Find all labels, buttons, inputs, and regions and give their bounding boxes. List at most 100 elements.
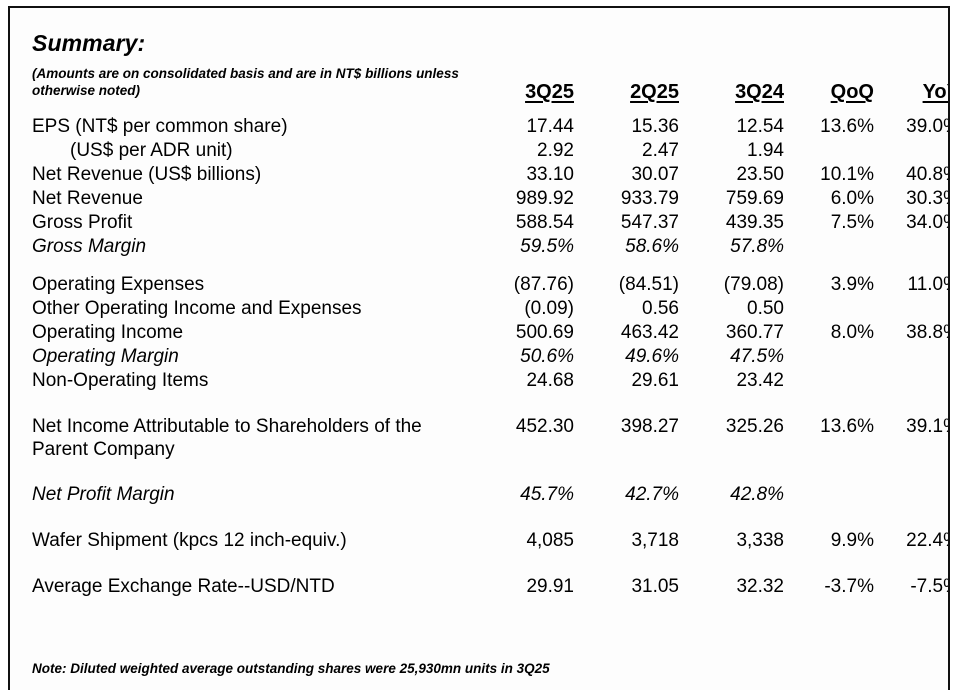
- table-row: Operating Expenses (87.76) (84.51) (79.0…: [32, 273, 948, 297]
- row-value-3q24: 23.42: [736, 370, 784, 391]
- row-value-qoq: 6.0%: [830, 188, 874, 209]
- row-value-yoy: -7.5%: [910, 576, 948, 597]
- page-title: Summary:: [32, 30, 146, 56]
- table-row: Gross Profit 588.54 547.37 439.35 7.5% 3…: [32, 211, 948, 235]
- row-value-2q25: 3,718: [631, 530, 679, 551]
- row-value-3q24: (79.08): [723, 274, 784, 295]
- row-value-3q24: 1.94: [747, 140, 784, 161]
- row-value-2q25: 31.05: [631, 576, 679, 597]
- row-label: Non-Operating Items: [32, 370, 209, 391]
- row-value-3q25: 452.30: [515, 416, 574, 437]
- row-value-2q25: 29.61: [631, 370, 679, 391]
- column-header-3q25: 3Q25: [525, 81, 574, 103]
- row-value-3q25: 989.92: [515, 188, 574, 209]
- row-label: Other Operating Income and Expenses: [32, 298, 362, 319]
- row-value-3q25: 588.54: [515, 212, 574, 233]
- row-value-qoq: 8.0%: [830, 322, 874, 343]
- row-value-3q24: 3,338: [736, 530, 784, 551]
- row-value-2q25: 30.07: [631, 164, 679, 185]
- row-value-3q25: 4,085: [526, 530, 574, 551]
- row-label: Wafer Shipment (kpcs 12 inch-equiv.): [32, 530, 347, 551]
- row-value-yoy: 30.3%: [906, 188, 948, 209]
- table-row: Wafer Shipment (kpcs 12 inch-equiv.) 4,0…: [32, 529, 948, 553]
- row-label: Gross Profit: [32, 212, 133, 233]
- row-value-qoq: 13.6%: [820, 416, 874, 437]
- row-label: Net Income Attributable to Shareholders …: [32, 416, 422, 460]
- row-label: Average Exchange Rate--USD/NTD: [32, 576, 335, 597]
- row-value-yoy: 40.8%: [906, 164, 948, 185]
- row-value-2q25: 933.79: [620, 188, 679, 209]
- footnote: Note: Diluted weighted average outstandi…: [32, 661, 550, 676]
- table-row: Net Income Attributable to Shareholders …: [32, 415, 948, 461]
- table-row: Average Exchange Rate--USD/NTD 29.91 31.…: [32, 575, 948, 599]
- column-header-yoy: YoY: [922, 81, 948, 103]
- row-value-3q25: 17.44: [526, 116, 574, 137]
- row-value-qoq: -3.7%: [824, 576, 874, 597]
- row-label: Net Profit Margin: [32, 484, 175, 505]
- row-value-2q25: 42.7%: [625, 484, 679, 505]
- row-label: Operating Margin: [32, 346, 179, 367]
- row-value-3q24: 32.32: [736, 576, 784, 597]
- table-row: EPS (NT$ per common share) 17.44 15.36 1…: [32, 115, 948, 139]
- row-value-yoy: 39.0%: [906, 116, 948, 137]
- table-row: Net Profit Margin 45.7% 42.7% 42.8%: [32, 483, 934, 507]
- row-value-3q25: (0.09): [524, 298, 574, 319]
- row-value-2q25: 398.27: [620, 416, 679, 437]
- row-value-3q25: 50.6%: [520, 346, 574, 367]
- row-value-2q25: (84.51): [618, 274, 679, 295]
- row-value-3q24: 759.69: [725, 188, 784, 209]
- row-label: EPS (NT$ per common share): [32, 116, 288, 137]
- table-row: Operating Income 500.69 463.42 360.77 8.…: [32, 321, 948, 345]
- row-value-3q24: 23.50: [736, 164, 784, 185]
- row-value-3q25: 45.7%: [520, 484, 574, 505]
- row-label: (US$ per ADR unit): [70, 140, 233, 161]
- row-value-2q25: 2.47: [642, 140, 679, 161]
- row-value-3q24: 47.5%: [730, 346, 784, 367]
- row-value-3q24: 57.8%: [730, 236, 784, 257]
- column-header-2q25: 2Q25: [630, 81, 679, 103]
- row-value-2q25: 58.6%: [625, 236, 679, 257]
- table-row: Non-Operating Items 24.68 29.61 23.42: [32, 369, 934, 393]
- row-value-3q24: 0.50: [747, 298, 784, 319]
- row-label: Net Revenue (US$ billions): [32, 164, 262, 185]
- row-value-2q25: 0.56: [642, 298, 679, 319]
- row-value-3q25: 59.5%: [520, 236, 574, 257]
- row-value-2q25: 463.42: [620, 322, 679, 343]
- table-row: (US$ per ADR unit) 2.92 2.47 1.94: [32, 139, 934, 163]
- column-header-3q24: 3Q24: [735, 81, 784, 103]
- subtitle-note: (Amounts are on consolidated basis and a…: [32, 66, 459, 98]
- row-value-3q24: 360.77: [725, 322, 784, 343]
- row-value-qoq: 10.1%: [820, 164, 874, 185]
- table-body: EPS (NT$ per common share) 17.44 15.36 1…: [32, 115, 948, 599]
- table-row: Net Revenue 989.92 933.79 759.69 6.0% 30…: [32, 187, 948, 211]
- row-value-qoq: 7.5%: [830, 212, 874, 233]
- column-header-qoq: QoQ: [830, 81, 874, 103]
- row-value-yoy: 38.8%: [906, 322, 948, 343]
- row-value-3q24: 12.54: [736, 116, 784, 137]
- row-value-2q25: 49.6%: [625, 346, 679, 367]
- row-value-3q25: 24.68: [526, 370, 574, 391]
- row-value-3q25: 33.10: [526, 164, 574, 185]
- row-value-qoq: 3.9%: [830, 274, 874, 295]
- table-header: (Amounts are on consolidated basis and a…: [32, 63, 948, 111]
- row-value-2q25: 547.37: [620, 212, 679, 233]
- row-label: Gross Margin: [32, 236, 147, 257]
- row-value-3q25: 2.92: [537, 140, 574, 161]
- row-label: Net Revenue: [32, 188, 143, 209]
- table-row: Other Operating Income and Expenses (0.0…: [32, 297, 934, 321]
- row-label: Operating Expenses: [32, 274, 205, 295]
- row-value-3q25: 500.69: [515, 322, 574, 343]
- slide-content: Summary: (Amounts are on consolidated ba…: [10, 8, 948, 690]
- table-row: Net Revenue (US$ billions) 33.10 30.07 2…: [32, 163, 948, 187]
- row-value-3q25: (87.76): [513, 274, 574, 295]
- table-row: Gross Margin 59.5% 58.6% 57.8%: [32, 235, 934, 259]
- row-value-yoy: 11.0%: [907, 274, 948, 295]
- row-value-qoq: 9.9%: [830, 530, 874, 551]
- row-value-yoy: 22.4%: [906, 530, 948, 551]
- row-value-3q24: 439.35: [725, 212, 784, 233]
- row-value-qoq: 13.6%: [820, 116, 874, 137]
- summary-slide: Summary: (Amounts are on consolidated ba…: [8, 6, 950, 690]
- row-value-3q24: 42.8%: [730, 484, 784, 505]
- row-value-yoy: 34.0%: [906, 212, 948, 233]
- row-value-3q24: 325.26: [725, 416, 784, 437]
